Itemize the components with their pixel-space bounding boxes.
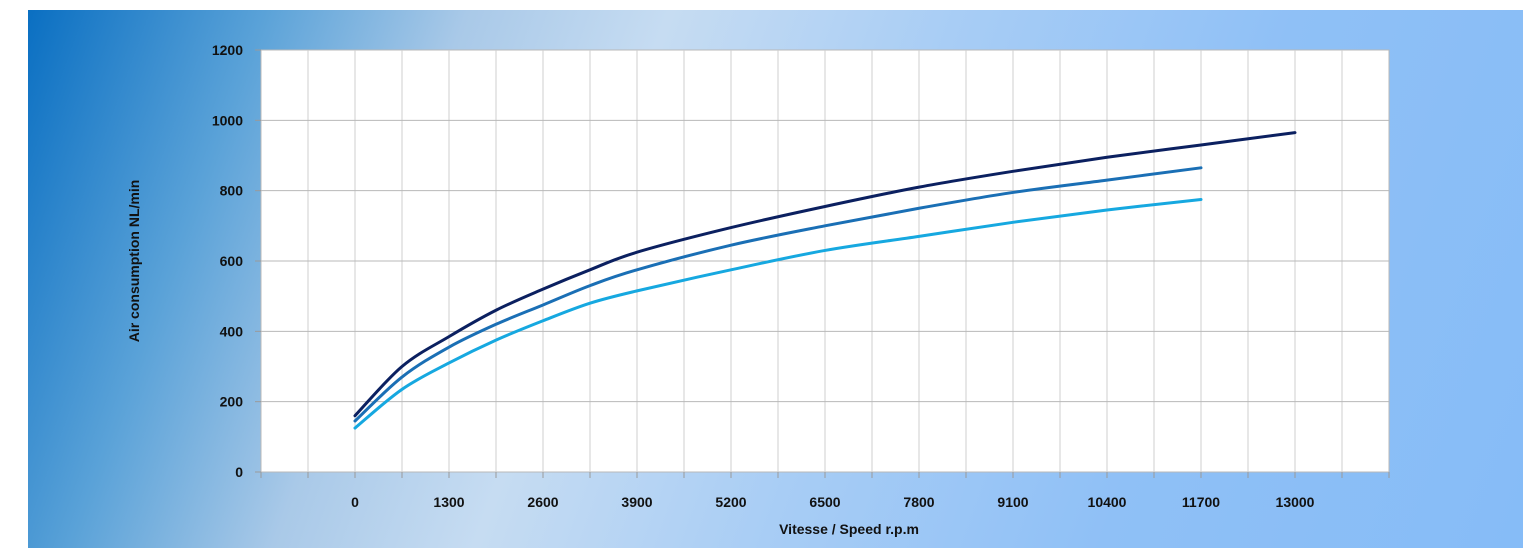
x-tick-label: 7800 — [903, 494, 934, 510]
series-line-1 — [353, 131, 1297, 418]
y-tick-label: 200 — [220, 394, 244, 410]
x-tick-label: 10400 — [1088, 494, 1127, 510]
y-tick-label: 1000 — [212, 112, 243, 128]
x-axis-title: Vitesse / Speed r.p.m — [779, 521, 919, 537]
y-tick-labels: 0 200 400 600 800 1000 1200 — [212, 42, 243, 480]
series-line-2 — [353, 166, 1203, 423]
x-tick-label: 2600 — [527, 494, 558, 510]
x-tick-labels: 0 1300 2600 3900 5200 6500 7800 9100 10400 11700 1… — [351, 494, 1315, 510]
y-tick-label: 1200 — [212, 42, 243, 58]
x-tick-label: 5200 — [715, 494, 746, 510]
x-tick-label: 6500 — [809, 494, 840, 510]
series-line-3 — [353, 197, 1203, 430]
y-tick-label: 0 — [235, 464, 243, 480]
x-tick-label: 3900 — [621, 494, 652, 510]
y-tick-label: 800 — [220, 183, 244, 199]
y-tick-label: 600 — [220, 253, 244, 269]
x-tick-label: 9100 — [997, 494, 1028, 510]
y-tick-label: 400 — [220, 323, 244, 339]
x-tick-label: 1300 — [433, 494, 464, 510]
y-gridlines — [255, 49, 1389, 473]
series-lines — [353, 131, 1297, 430]
y-axis-title: Air consumption NL/min — [126, 180, 142, 343]
x-tick-label: 11700 — [1182, 494, 1220, 510]
x-tick-label: 0 — [351, 494, 359, 510]
x-tick-label: 13000 — [1276, 494, 1315, 510]
